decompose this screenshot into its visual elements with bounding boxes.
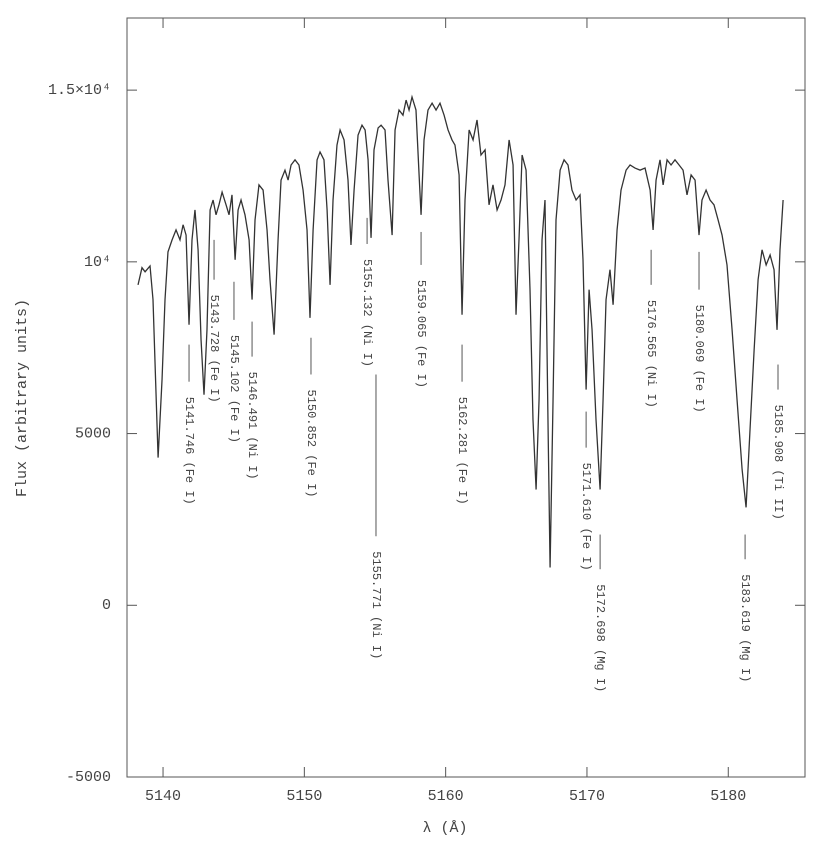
y-tick-label: 5000: [75, 426, 111, 443]
line-label: 5176.565 (Ni I): [644, 300, 658, 408]
plot-frame: [126, 17, 806, 778]
x-tick-label: 5170: [569, 788, 605, 805]
line-label: 5172.698 (Mg I): [593, 584, 607, 692]
x-tick-label: 5180: [710, 788, 746, 805]
line-label: 5171.610 (Fe I): [579, 463, 593, 571]
x-tick-label: 5140: [145, 788, 181, 805]
x-tick-label: 5150: [286, 788, 322, 805]
line-label: 5155.132 (Ni I): [360, 259, 374, 367]
x-axis-label: λ (Å): [422, 820, 467, 837]
y-tick-label: 10⁴: [84, 254, 111, 271]
y-tick-label: -5000: [66, 769, 111, 786]
y-tick-label: 0: [102, 597, 111, 614]
line-label: 5146.491 (Ni I): [245, 372, 259, 480]
y-axis-label: Flux (arbitrary units): [14, 299, 31, 497]
line-label: 5183.619 (Mg I): [738, 574, 752, 682]
line-label: 5162.281 (Fe I): [455, 397, 469, 505]
line-label: 5185.908 (Ti II): [771, 405, 785, 520]
line-label: 5141.746 (Fe I): [182, 397, 196, 505]
spectrum-line: [137, 94, 784, 568]
y-tick-label: 1.5×10⁴: [48, 82, 111, 99]
line-label: 5159.065 (Fe I): [414, 280, 428, 388]
line-label: 5143.728 (Fe I): [207, 295, 221, 403]
line-label: 5145.102 (Fe I): [227, 335, 241, 443]
line-label: 5180.069 (Fe I): [692, 305, 706, 413]
x-tick-label: 5160: [428, 788, 464, 805]
line-label: 5150.852 (Fe I): [304, 389, 318, 497]
line-label: 5155.771 (Ni I): [369, 551, 383, 659]
